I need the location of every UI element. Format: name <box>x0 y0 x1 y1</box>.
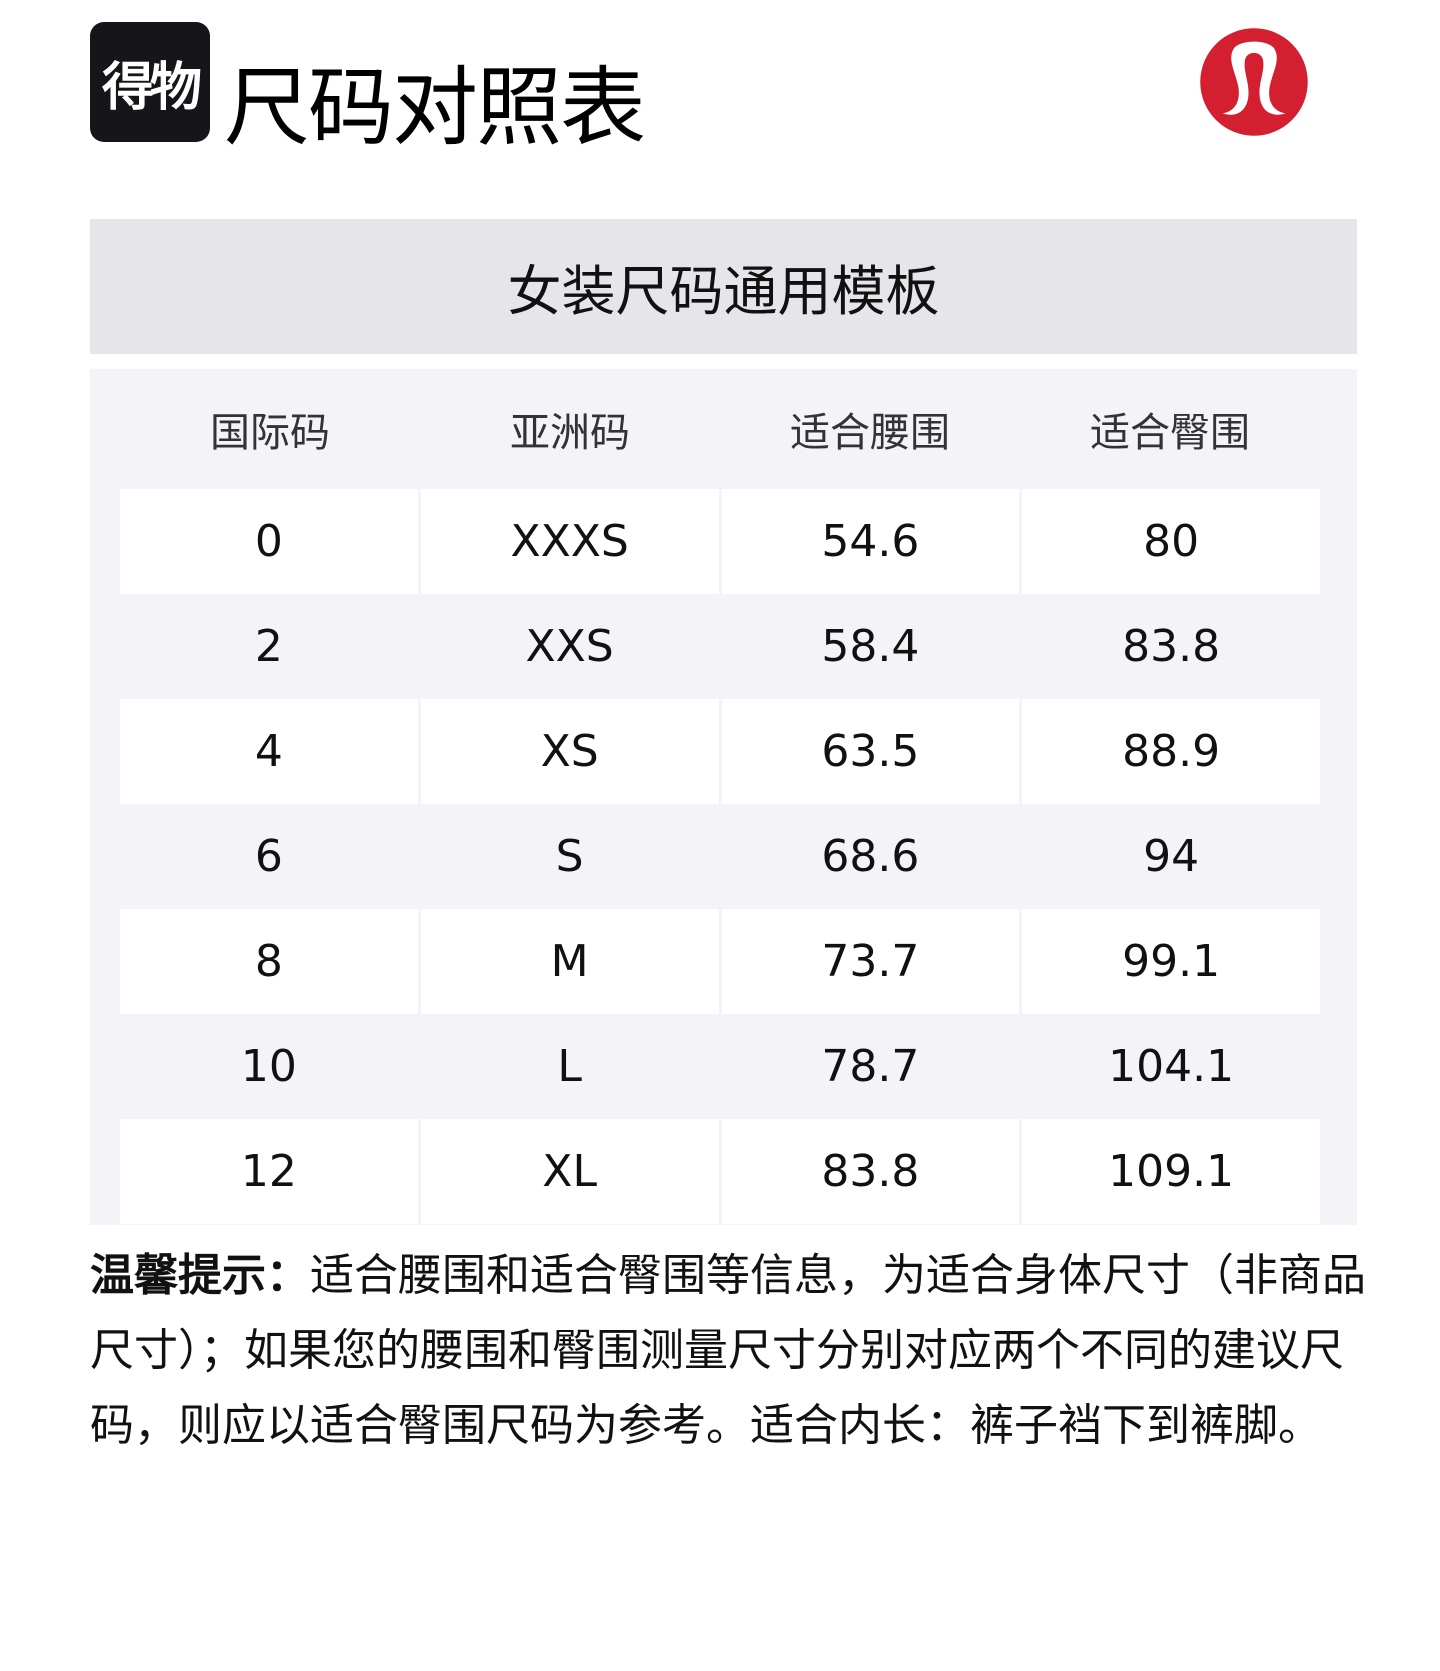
table-cell: 2 <box>120 594 421 699</box>
table-row: 8 M 73.7 99.1 <box>120 909 1320 1014</box>
page-title: 尺码对照表 <box>224 58 646 158</box>
table-row: 2 XXS 58.4 83.8 <box>120 594 1320 699</box>
table-row: 12 XL 83.8 109.1 <box>120 1119 1320 1224</box>
table-cell: 12 <box>120 1119 421 1224</box>
table-cell: 58.4 <box>722 594 1023 699</box>
table-cell: 83.8 <box>1122 621 1221 672</box>
table-cell: 80 <box>1143 516 1200 567</box>
table-cell: 73.7 <box>722 909 1023 1014</box>
table-cell: 8 <box>120 909 421 1014</box>
table-row: 10 L 78.7 104.1 <box>120 1014 1320 1119</box>
lululemon-logo <box>1200 28 1308 136</box>
table-cell: 94 <box>1143 831 1200 882</box>
column-header: 国际码 <box>210 410 330 456</box>
table-cell: XL <box>421 1119 722 1224</box>
table-cell: XXS <box>421 594 722 699</box>
table-cell: XS <box>421 699 722 804</box>
table-cell: 83.8 <box>722 1119 1023 1224</box>
table-cell: XXXS <box>421 489 722 594</box>
table-cell: 10 <box>120 1014 421 1119</box>
table-cell: S <box>421 804 722 909</box>
table-body: 0 XXXS 54.6 80 2 XXS 58.4 83.8 4 XS 63.5 88.9 6 S 68.6… <box>120 489 1320 1224</box>
table-cell: 0 <box>120 489 421 594</box>
table-row: 0 XXXS 54.6 80 <box>120 489 1320 594</box>
table-cell: M <box>421 909 722 1014</box>
table-cell: 4 <box>120 699 421 804</box>
tip-text: 适合腰围和适合臀围等信息，为适合身体尺寸（非商品尺寸）；如果您的腰围和臀围测量尺… <box>90 1250 1366 1451</box>
column-header: 亚洲码 <box>510 410 630 456</box>
table-row: 6 S 68.6 94 <box>120 804 1320 909</box>
table-cell: 78.7 <box>722 1014 1023 1119</box>
table-cell: 68.6 <box>722 804 1023 909</box>
table-cell: L <box>421 1014 722 1119</box>
tip-label: 温馨提示： <box>90 1250 310 1301</box>
table-cell: 99.1 <box>1122 936 1221 987</box>
table-cell: 88.9 <box>1122 726 1221 777</box>
table-cell: 6 <box>120 804 421 909</box>
table-cell: 109.1 <box>1108 1146 1235 1197</box>
brand-badge: 得物 <box>90 22 210 142</box>
column-header: 适合臀围 <box>1090 410 1250 456</box>
table-cell: 54.6 <box>722 489 1023 594</box>
section-title: 女装尺码通用模板 <box>90 219 1357 354</box>
table-header: 国际码 亚洲码 适合腰围 适合臀围 <box>120 369 1320 489</box>
tip-note: 温馨提示：适合腰围和适合臀围等信息，为适合身体尺寸（非商品尺寸）；如果您的腰围和… <box>90 1238 1370 1463</box>
size-table: 国际码 亚洲码 适合腰围 适合臀围 0 XXXS 54.6 80 2 XXS 58.4 83.… <box>90 369 1357 1225</box>
table-cell: 104.1 <box>1108 1041 1235 1092</box>
column-header: 适合腰围 <box>790 410 950 456</box>
table-row: 4 XS 63.5 88.9 <box>120 699 1320 804</box>
table-cell: 63.5 <box>722 699 1023 804</box>
